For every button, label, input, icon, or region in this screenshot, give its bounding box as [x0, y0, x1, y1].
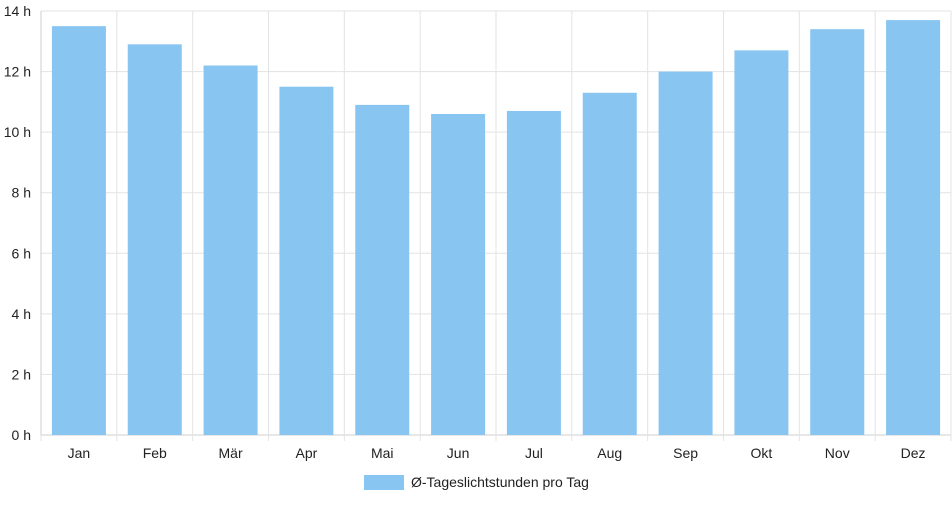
y-tick-label: 14 h — [4, 3, 31, 19]
grid — [40, 10, 952, 441]
bar-okt[interactable] — [734, 50, 789, 435]
bar-dez[interactable] — [886, 20, 941, 435]
x-tick-label: Mai — [371, 445, 394, 461]
bar-apr[interactable] — [279, 86, 334, 435]
bar-feb[interactable] — [127, 44, 182, 436]
bar-jul[interactable] — [506, 110, 561, 435]
x-axis-ticks: Jan Feb Mär Apr Mai Jun Jul Aug Sep Okt Nov Dez — [68, 445, 926, 461]
y-tick-label: 8 h — [12, 185, 31, 201]
bars — [51, 20, 941, 436]
legend[interactable]: Ø-Tageslichtstunden pro Tag — [364, 474, 589, 490]
bar-nov[interactable] — [810, 29, 865, 436]
bar-jun[interactable] — [431, 113, 486, 435]
x-tick-label: Nov — [825, 445, 850, 461]
bar-mai[interactable] — [355, 104, 410, 435]
bar-mär[interactable] — [203, 65, 258, 435]
x-tick-label: Jul — [525, 445, 543, 461]
x-tick-label: Apr — [296, 445, 318, 461]
bar-sep[interactable] — [658, 71, 713, 436]
bar-aug[interactable] — [582, 92, 637, 436]
y-tick-label: 4 h — [12, 306, 31, 322]
x-tick-label: Dez — [901, 445, 926, 461]
x-tick-label: Jan — [68, 445, 91, 461]
y-tick-label: 10 h — [4, 124, 31, 140]
x-tick-label: Aug — [597, 445, 622, 461]
x-tick-label: Jun — [447, 445, 470, 461]
y-tick-label: 6 h — [12, 245, 31, 261]
y-axis-ticks: 0 h 2 h 4 h 6 h 8 h 10 h 12 h 14 h — [4, 3, 31, 443]
x-tick-label: Okt — [751, 445, 773, 461]
x-tick-label: Sep — [673, 445, 698, 461]
x-tick-label: Feb — [143, 445, 167, 461]
legend-label[interactable]: Ø-Tageslichtstunden pro Tag — [411, 474, 589, 490]
legend-swatch[interactable] — [364, 475, 404, 490]
x-tick-label: Mär — [219, 445, 243, 461]
y-tick-label: 0 h — [12, 427, 31, 443]
y-tick-label: 2 h — [12, 366, 31, 382]
y-tick-label: 12 h — [4, 64, 31, 80]
bar-jan[interactable] — [51, 26, 106, 436]
